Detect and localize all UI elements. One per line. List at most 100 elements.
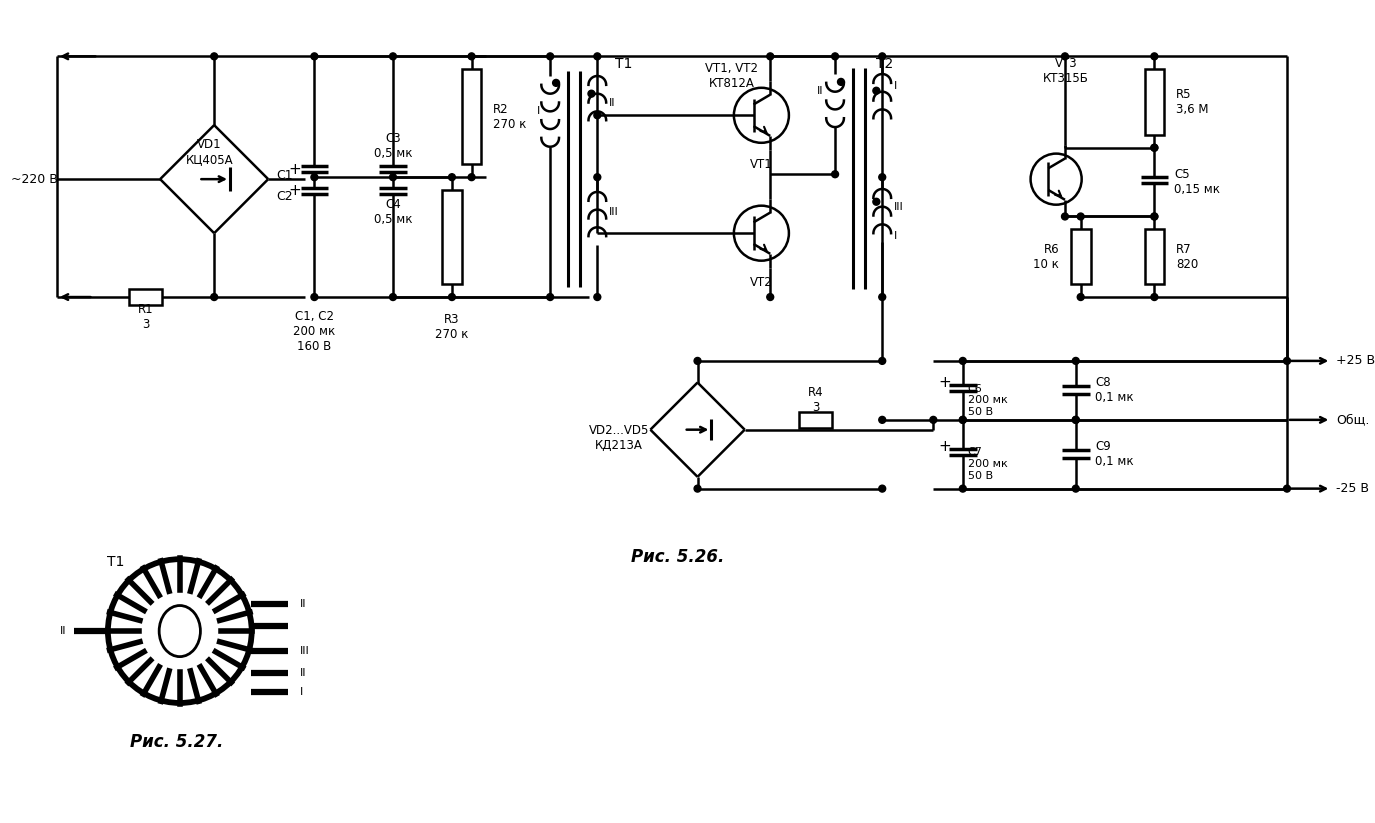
Circle shape [1151, 213, 1158, 220]
Text: -25 В: -25 В [1336, 482, 1370, 495]
Circle shape [694, 357, 701, 365]
Text: +25 В: +25 В [1336, 355, 1375, 367]
Text: T1: T1 [107, 556, 125, 570]
Text: III: III [894, 202, 903, 212]
Circle shape [448, 174, 455, 180]
Circle shape [879, 357, 886, 365]
Circle shape [547, 53, 554, 60]
Circle shape [594, 53, 601, 60]
Text: VT3
КТ315Б: VT3 КТ315Б [1044, 57, 1089, 85]
Circle shape [1077, 294, 1084, 300]
Bar [1144, 69, 1165, 135]
Text: +: + [289, 162, 301, 177]
Circle shape [210, 294, 217, 300]
Text: C7
200 мк
50 В: C7 200 мк 50 В [968, 448, 1008, 481]
Circle shape [210, 53, 217, 60]
Text: C9
0,1 мк: C9 0,1 мк [1096, 440, 1134, 468]
Circle shape [694, 486, 701, 492]
Circle shape [1072, 486, 1079, 492]
Circle shape [1151, 294, 1158, 300]
Text: C3
0,5 мк: C3 0,5 мк [374, 132, 412, 160]
Circle shape [879, 174, 886, 180]
Text: R7
820: R7 820 [1176, 243, 1198, 271]
Bar [462, 69, 481, 165]
Circle shape [389, 294, 396, 300]
Text: C1, C2
200 мк
160 В: C1, C2 200 мк 160 В [293, 310, 336, 353]
Text: R6
10 к: R6 10 к [1033, 243, 1059, 271]
Text: I: I [894, 231, 898, 241]
Bar [129, 289, 162, 305]
Circle shape [879, 486, 886, 492]
Text: III: III [300, 646, 309, 656]
Text: II: II [817, 86, 824, 95]
Circle shape [143, 593, 217, 668]
Circle shape [1072, 357, 1079, 365]
Text: II: II [60, 626, 67, 636]
Circle shape [1151, 213, 1158, 220]
Circle shape [1077, 213, 1084, 220]
Circle shape [873, 87, 880, 94]
Text: R4
3: R4 3 [807, 386, 824, 414]
Text: C2: C2 [276, 190, 293, 203]
Circle shape [389, 174, 396, 180]
Circle shape [448, 294, 455, 300]
Text: R5
3,6 М: R5 3,6 М [1176, 88, 1209, 116]
Circle shape [1062, 53, 1068, 60]
Circle shape [960, 416, 967, 423]
Circle shape [389, 53, 396, 60]
Circle shape [1284, 486, 1291, 492]
Circle shape [960, 357, 967, 365]
Text: VT1, VT2
КТ812А: VT1, VT2 КТ812А [705, 62, 759, 90]
Bar [1071, 230, 1090, 284]
Circle shape [1072, 416, 1079, 423]
Circle shape [1151, 144, 1158, 151]
Circle shape [594, 112, 601, 119]
Text: Рис. 5.27.: Рис. 5.27. [131, 733, 224, 751]
Circle shape [1284, 357, 1291, 365]
Circle shape [960, 416, 967, 423]
Circle shape [311, 294, 318, 300]
Text: C6
200 мк
50 В: C6 200 мк 50 В [968, 384, 1008, 416]
Circle shape [837, 78, 844, 86]
Circle shape [1151, 53, 1158, 60]
Circle shape [594, 174, 601, 180]
Text: II: II [609, 97, 616, 108]
Text: R3
270 к: R3 270 к [436, 313, 469, 341]
Text: VT1: VT1 [749, 158, 773, 171]
Circle shape [1072, 416, 1079, 423]
Text: C4
0,5 мк: C4 0,5 мк [374, 198, 412, 226]
Circle shape [832, 171, 839, 178]
Circle shape [547, 294, 554, 300]
Text: +: + [939, 439, 952, 453]
Text: C1: C1 [276, 169, 293, 182]
Text: Общ.: Общ. [1336, 413, 1370, 426]
Text: I: I [300, 687, 302, 697]
Circle shape [930, 416, 936, 423]
Text: VD1
КЦ405А: VD1 КЦ405А [186, 137, 234, 165]
Circle shape [767, 294, 774, 300]
Text: VT2: VT2 [749, 276, 773, 289]
Text: +: + [289, 184, 301, 198]
Text: VD2...VD5
КД213А: VD2...VD5 КД213А [588, 424, 649, 452]
Circle shape [960, 486, 967, 492]
Text: C8
0,1 мк: C8 0,1 мк [1096, 376, 1134, 404]
Text: I: I [894, 81, 898, 91]
Text: T2: T2 [876, 58, 892, 72]
Bar [1144, 230, 1165, 284]
Circle shape [879, 416, 886, 423]
Circle shape [311, 174, 318, 180]
Circle shape [873, 198, 880, 205]
Ellipse shape [160, 606, 201, 657]
Bar [443, 190, 462, 284]
Text: II: II [300, 668, 307, 678]
Circle shape [311, 53, 318, 60]
Circle shape [1151, 144, 1158, 151]
Circle shape [553, 80, 560, 86]
Text: III: III [609, 207, 619, 216]
Circle shape [879, 294, 886, 300]
Text: I: I [538, 106, 540, 116]
Circle shape [468, 53, 474, 60]
Text: II: II [300, 598, 307, 608]
Text: Рис. 5.26.: Рис. 5.26. [631, 548, 725, 566]
Circle shape [1062, 213, 1068, 220]
